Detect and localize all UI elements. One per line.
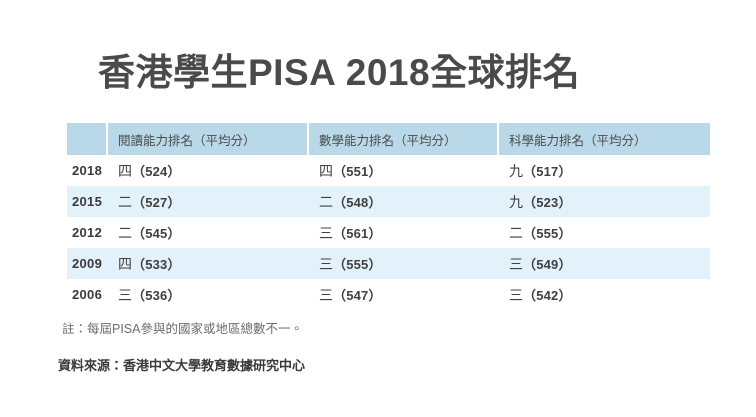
science-rank: 三 (509, 286, 523, 303)
table-row: 2006 三（536） 三（547） 三（542） (67, 279, 710, 310)
cell-math: 二（548） (308, 186, 498, 217)
table-footnote: 註：每屆PISA參與的國家或地區總數不一。 (62, 322, 303, 336)
reading-rank: 四 (118, 255, 132, 272)
reading-score: （524） (132, 163, 181, 179)
table-row: 2009 四（533） 三（555） 三（549） (67, 248, 710, 279)
data-source: 資料來源：香港中文大學教育數據研究中心 (58, 358, 306, 373)
math-rank: 四 (319, 162, 333, 179)
cell-science: 二（555） (498, 217, 710, 248)
cell-math: 四（551） (308, 155, 498, 186)
science-rank: 二 (509, 224, 523, 241)
science-rank: 九 (509, 162, 523, 179)
reading-score: （527） (132, 194, 181, 210)
cell-reading: 四（524） (107, 155, 308, 186)
cell-science: 九（517） (498, 155, 710, 186)
table-header-row: 閱讀能力排名（平均分） 數學能力排名（平均分） 科學能力排名（平均分） (67, 123, 710, 155)
cell-year: 2012 (72, 225, 103, 240)
math-score: （551） (333, 163, 382, 179)
science-score: （523） (523, 194, 572, 210)
column-header-science: 科學能力排名（平均分） (498, 123, 710, 155)
math-score: （555） (333, 256, 382, 272)
cell-science: 九（523） (498, 186, 710, 217)
page-title: 香港學生PISA 2018全球排名 (98, 52, 581, 93)
reading-rank: 三 (118, 286, 132, 303)
cell-reading: 三（536） (107, 279, 308, 310)
cell-reading: 二（545） (107, 217, 308, 248)
reading-rank: 四 (118, 162, 132, 179)
science-score: （549） (523, 256, 572, 272)
reading-rank: 二 (118, 224, 132, 241)
table-header: 閱讀能力排名（平均分） 數學能力排名（平均分） 科學能力排名（平均分） (67, 123, 710, 155)
column-header-year (67, 123, 108, 155)
science-score: （517） (523, 163, 572, 179)
science-rank: 九 (509, 193, 523, 210)
math-score: （548） (333, 194, 382, 210)
math-score: （561） (333, 225, 382, 241)
cell-reading: 二（527） (107, 186, 308, 217)
column-header-reading: 閱讀能力排名（平均分） (107, 123, 309, 155)
math-rank: 三 (319, 224, 333, 241)
math-score: （547） (333, 287, 382, 303)
reading-score: （533） (132, 256, 181, 272)
cell-reading: 四（533） (107, 248, 308, 279)
science-score: （542） (523, 287, 572, 303)
column-header-math: 數學能力排名（平均分） (308, 123, 499, 155)
cell-year: 2015 (67, 186, 107, 217)
math-rank: 二 (319, 193, 333, 210)
reading-score: （545） (132, 225, 181, 241)
science-rank: 三 (509, 255, 523, 272)
cell-math: 三（561） (308, 217, 498, 248)
reading-rank: 二 (118, 193, 132, 210)
cell-math: 三（555） (308, 248, 498, 279)
math-rank: 三 (319, 286, 333, 303)
reading-score: （536） (132, 287, 181, 303)
cell-math: 三（547） (308, 279, 498, 310)
cell-year: 2006 (72, 287, 103, 302)
math-rank: 三 (319, 255, 333, 272)
table-row: 2015 二（527） 二（548） 九（523） (67, 186, 710, 217)
cell-year: 2009 (67, 248, 107, 279)
table-row: 2018 四（524） 四（551） 九（517） (67, 155, 710, 186)
cell-science: 三（542） (498, 279, 710, 310)
table-row: 2012 二（545） 三（561） 二（555） (67, 217, 710, 248)
cell-science: 三（549） (498, 248, 710, 279)
table-body: 2018 四（524） 四（551） 九（517） 2015 二（527） 二（… (67, 155, 710, 310)
pisa-ranking-table: 閱讀能力排名（平均分） 數學能力排名（平均分） 科學能力排名（平均分） 2018… (67, 123, 710, 310)
science-score: （555） (523, 225, 572, 241)
cell-year: 2018 (72, 163, 103, 178)
